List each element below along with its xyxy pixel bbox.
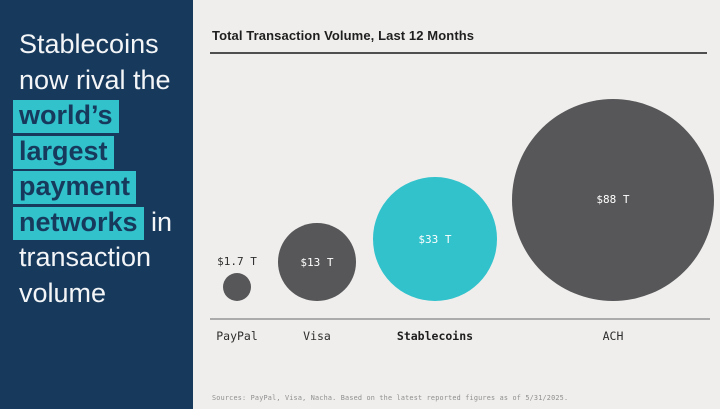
headline-line: world’s <box>13 98 189 134</box>
category-label-ach: ACH <box>602 329 624 343</box>
headline-highlight: payment <box>13 171 137 204</box>
bubble-value-label: $88 T <box>596 193 630 207</box>
bubble-value-label: $33 T <box>418 232 452 246</box>
headline-line: Stablecoins <box>19 27 189 63</box>
axis-baseline <box>210 318 710 320</box>
headline-line: now rival the <box>19 63 189 99</box>
bubble-stablecoins: $33 T <box>373 177 497 301</box>
category-label-visa: Visa <box>303 329 331 343</box>
bubble-plot: $1.7 T PayPal $13 T Visa $33 T Stablecoins $88… <box>193 0 720 409</box>
headline-line: payment <box>13 169 189 205</box>
category-label-paypal: PayPal <box>216 329 258 343</box>
headline-line: volume <box>19 276 189 312</box>
bubble-paypal <box>222 272 252 301</box>
headline-text: now rival the <box>19 64 171 95</box>
headline-highlight: world’s <box>13 100 119 133</box>
bubble-value-label: $1.7 T <box>217 254 257 268</box>
category-label-stablecoins: Stablecoins <box>396 329 474 343</box>
chart-title: Total Transaction Volume, Last 12 Months <box>212 28 475 43</box>
headline-text: transaction <box>19 242 152 272</box>
bubble-value-label: $13 T <box>300 255 334 269</box>
headline-highlight: largest <box>13 135 114 169</box>
sidebar-panel: Stablecoins now rival the world’s largest pa… <box>0 0 193 409</box>
title-rule <box>210 52 707 54</box>
bubble-visa: $13 T <box>278 223 356 301</box>
headline-text: Stablecoins <box>19 29 159 59</box>
headline-line: networks in <box>13 205 189 241</box>
headline-line: largest <box>13 134 189 170</box>
headline-highlight: networks <box>13 206 144 240</box>
headline-text: volume <box>19 277 107 308</box>
headline: Stablecoins now rival the world’s largest pa… <box>13 27 189 312</box>
source-note: Sources: PayPal, Visa, Nacha. Based on t… <box>212 394 569 402</box>
chart-area: Total Transaction Volume, Last 12 Months… <box>193 0 720 409</box>
headline-line: transaction <box>19 240 189 276</box>
bubble-ach: $88 T <box>511 98 715 301</box>
headline-text: in <box>143 206 173 237</box>
